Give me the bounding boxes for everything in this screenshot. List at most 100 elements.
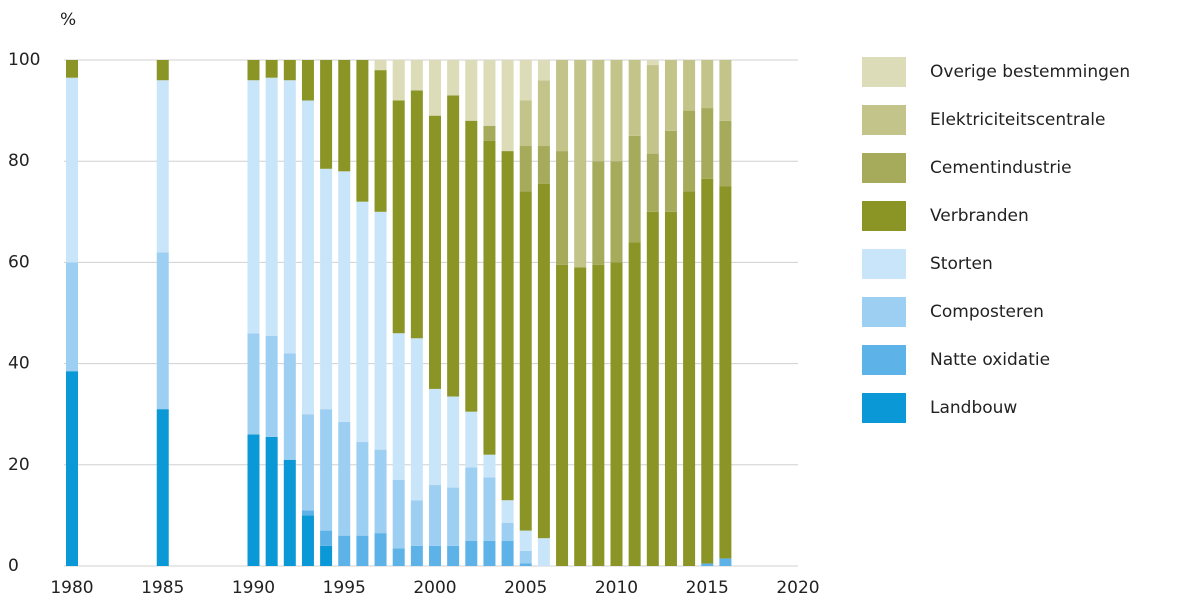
x-tick-label: 2005 (504, 578, 547, 598)
bar-segment (247, 80, 260, 334)
bar-segment (574, 60, 587, 268)
bar-segment (483, 125, 496, 141)
bar-segment (592, 60, 605, 162)
bar-segment (429, 115, 441, 389)
bar-segment (247, 333, 260, 435)
bar-segment (447, 487, 460, 546)
bar-segment (519, 191, 532, 531)
bar-segment (447, 95, 460, 397)
legend-swatch (862, 57, 906, 87)
bar-segment (429, 545, 441, 566)
bar-segment (501, 151, 514, 501)
bar-segment (519, 530, 532, 551)
bar-segment (483, 140, 496, 455)
bar-segment (247, 434, 260, 566)
bar-segment (610, 262, 623, 566)
bar-segment (374, 449, 387, 534)
legend-swatch (862, 297, 906, 327)
bar-segment (592, 264, 605, 566)
bar-segment (537, 80, 550, 147)
bar-segment (156, 60, 169, 81)
bar-segment (501, 540, 514, 566)
bar-segment (628, 60, 641, 136)
bar-segment (320, 409, 333, 531)
bar-segment (465, 60, 478, 121)
x-tick-label: 1995 (323, 578, 366, 598)
bar-segment (628, 135, 641, 243)
x-tick-label: 1990 (232, 578, 275, 598)
bar-segment (501, 60, 514, 152)
bar-segment (410, 90, 423, 339)
legend-swatch (862, 345, 906, 375)
bar-segment (429, 485, 441, 546)
bar-segment (465, 411, 478, 468)
bar-segment (392, 479, 405, 549)
bar-segment (483, 540, 496, 566)
bar-segment (701, 178, 714, 564)
legend-label: Natte oxidatie (930, 350, 1050, 370)
bar-segment (265, 77, 278, 336)
bar-segment (537, 60, 550, 81)
bar-segment (265, 60, 278, 78)
bar-segment (701, 563, 714, 566)
legend-label: Composteren (930, 302, 1044, 322)
legend-label: Storten (930, 254, 993, 274)
bar-segment (683, 110, 696, 192)
bar-segment (537, 183, 550, 539)
bar-segment (465, 467, 478, 541)
x-tick-label: 2020 (776, 578, 819, 598)
y-tick-label: 0 (8, 556, 19, 576)
bar-segment (283, 60, 296, 81)
bar-segment (320, 530, 333, 546)
bar-segment (374, 60, 387, 71)
bar-segment (483, 60, 496, 126)
legend-swatch (862, 249, 906, 279)
bar-segment (410, 500, 423, 546)
x-tick-label: 2000 (413, 578, 456, 598)
bar-segment (556, 60, 569, 152)
bar-segment (301, 100, 314, 415)
bar-segment (265, 436, 278, 566)
bar-segment (646, 153, 659, 212)
bar-segment (320, 168, 333, 410)
bar-segment (556, 151, 569, 265)
bar-segment (410, 60, 423, 91)
bar-segment (537, 538, 550, 566)
bar-segment (646, 65, 659, 154)
bar-segment (465, 540, 478, 566)
bar-segment (483, 454, 496, 478)
bar-segment (556, 264, 569, 566)
legend-swatch (862, 153, 906, 183)
bar-segment (392, 100, 405, 334)
bar-segment (683, 191, 696, 566)
bar-segment (392, 548, 405, 566)
bar-segment (392, 60, 405, 101)
x-tick-label: 2010 (595, 578, 638, 598)
y-tick-label: 60 (8, 252, 30, 272)
bar-segment (320, 545, 333, 566)
bar-segment (719, 60, 732, 121)
bar-segment (301, 60, 314, 101)
bar-segment (683, 60, 696, 111)
bar-segment (374, 70, 387, 212)
bar-segment (156, 80, 169, 253)
bar-segment (66, 262, 78, 372)
x-tick-label: 2015 (686, 578, 729, 598)
bar-segment (66, 371, 78, 566)
y-tick-label: 20 (8, 455, 30, 475)
bar-segment (356, 535, 369, 566)
bar-segment (664, 211, 677, 567)
bar-segment (646, 60, 659, 66)
legend-label: Verbranden (930, 206, 1029, 226)
bar-segment (646, 211, 659, 567)
bar-segment (283, 80, 296, 354)
bar-segment (301, 510, 314, 516)
y-axis-label: % (60, 10, 76, 30)
bar-segment (519, 563, 532, 566)
bar-segment (66, 60, 78, 78)
y-tick-label: 100 (8, 50, 40, 70)
bar-segment (719, 186, 732, 559)
bar-segment (501, 500, 514, 523)
bar-segment (338, 535, 351, 566)
bar-segment (701, 108, 714, 179)
